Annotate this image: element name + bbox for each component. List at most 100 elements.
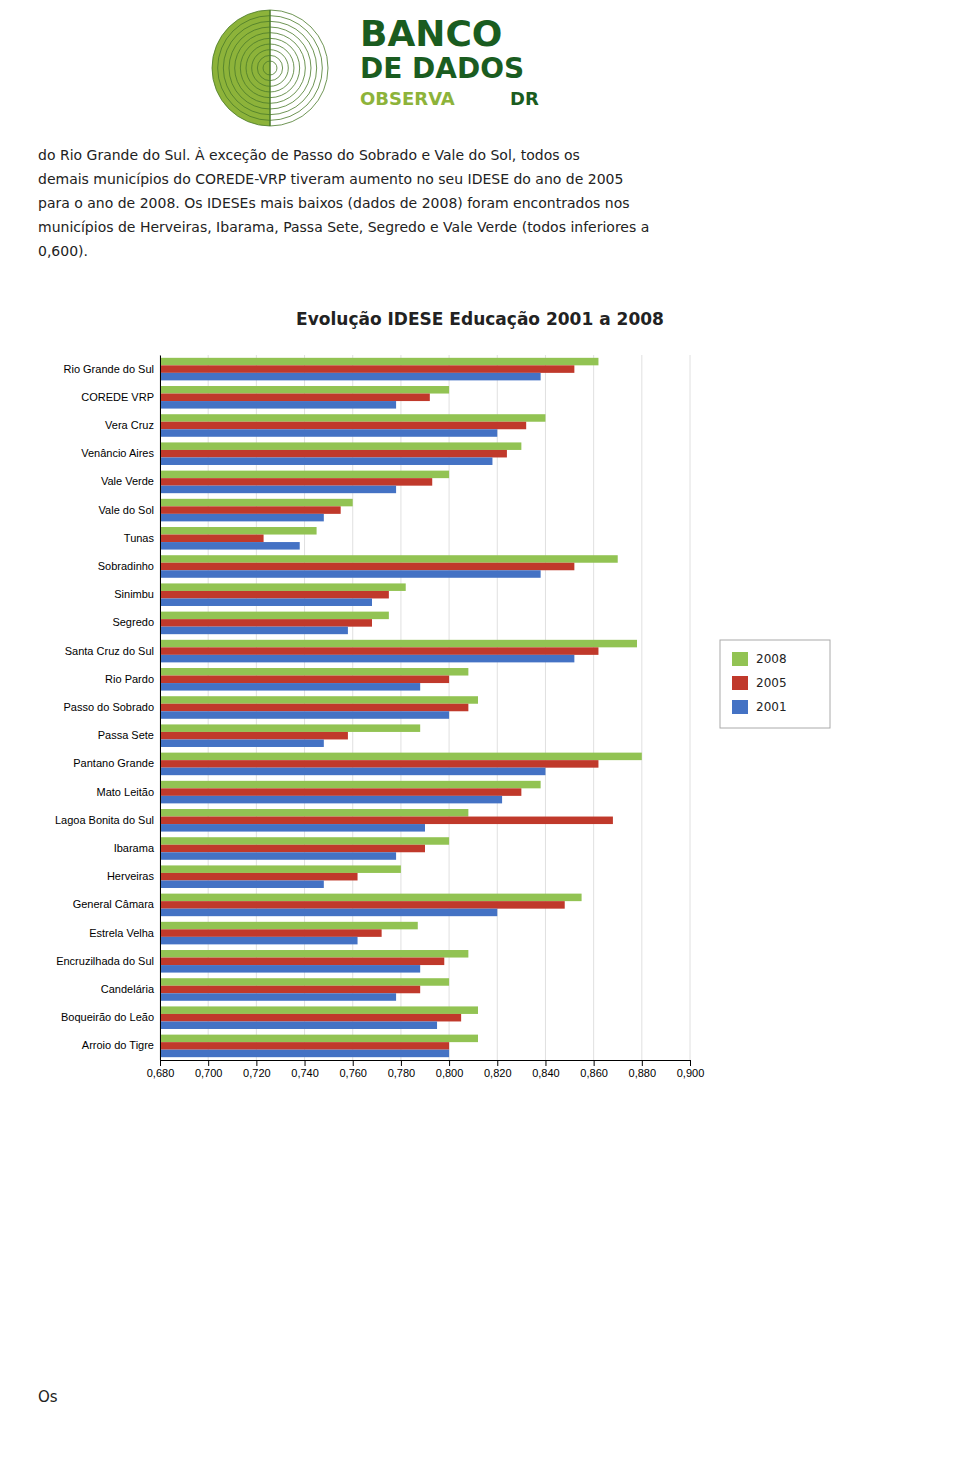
body-line: municípios de Herveiras, Ibarama, Passa … (38, 219, 649, 235)
y-tick: Boqueirão do Leão (61, 1011, 160, 1023)
bar (160, 909, 497, 917)
bar (160, 1021, 437, 1029)
bar (160, 506, 341, 514)
tick-label: Pantano Grande (73, 757, 154, 769)
tick-label: Boqueirão do Leão (61, 1011, 154, 1023)
tick-mark (690, 1060, 691, 1066)
bar (160, 922, 418, 930)
bar (160, 676, 449, 684)
bar (160, 401, 396, 409)
bar (160, 768, 545, 776)
grid-line (593, 355, 594, 1060)
bar (160, 739, 324, 747)
bar (160, 929, 382, 937)
grid-line (497, 355, 498, 1060)
chart: 0,6800,7000,7200,7400,7600,7800,8000,820… (55, 355, 704, 1079)
bar (160, 937, 358, 945)
grid-line (641, 355, 642, 1060)
tick-mark (594, 1060, 595, 1066)
tick-mark (497, 1060, 498, 1066)
tick-label: Lagoa Bonita do Sul (55, 814, 154, 826)
tick-label: Candelária (101, 983, 155, 995)
bar (160, 373, 541, 381)
legend: 200820052001 (720, 640, 830, 728)
y-tick: Vera Cruz (105, 419, 160, 431)
tick-mark (401, 1060, 402, 1066)
bar (160, 422, 526, 430)
tick-label: Vera Cruz (105, 419, 154, 431)
y-tick: Sobradinho (98, 560, 160, 572)
footer-text: Os (38, 1388, 58, 1406)
y-tick: Passo do Sobrado (63, 701, 160, 713)
x-tick: 0,780 (388, 1060, 416, 1079)
x-tick: 0,760 (339, 1060, 367, 1079)
tick-label: Vale do Sol (99, 504, 154, 516)
bar (160, 824, 425, 832)
legend-swatch (732, 700, 748, 714)
tick-label: 0,680 (147, 1067, 175, 1079)
bar (160, 950, 468, 958)
tick-label: 0,840 (532, 1067, 560, 1079)
bar (160, 873, 358, 881)
bar (160, 668, 468, 676)
tick-mark (545, 1060, 546, 1066)
x-tick: 0,860 (580, 1060, 608, 1079)
bar (160, 414, 545, 422)
bar (160, 1042, 449, 1050)
logo: BANCODE DADOSOBSERVADR (212, 10, 539, 126)
bar-series (160, 358, 642, 1042)
tick-label: 0,800 (436, 1067, 464, 1079)
tick-mark (353, 1060, 354, 1066)
axis-line (161, 1061, 691, 1067)
bar (160, 555, 618, 563)
tick-mark (160, 1060, 161, 1066)
body-text: do Rio Grande do Sul. À exceção de Passo… (38, 147, 649, 259)
bar (160, 386, 449, 394)
y-axis: Rio Grande do Sul COREDE VRP Vera Cruz Venâ… (55, 356, 161, 1061)
tick-mark (449, 1060, 450, 1066)
bar (160, 788, 521, 796)
bar (160, 817, 613, 825)
bar (160, 514, 324, 522)
y-tick: COREDE VRP (81, 391, 160, 403)
y-tick: Tunas (124, 532, 160, 544)
legend-swatch (732, 676, 748, 690)
tick-label: Tunas (124, 532, 155, 544)
bar (160, 880, 324, 888)
bar (160, 704, 468, 712)
x-tick: 0,880 (629, 1060, 657, 1079)
bar (160, 471, 449, 479)
bar (160, 570, 541, 578)
bar (160, 535, 264, 543)
y-tick: Rio Pardo (105, 673, 160, 685)
logo-fill (212, 10, 270, 126)
y-tick: Vale do Sol (99, 504, 160, 516)
bar (160, 542, 300, 550)
bar (160, 894, 582, 902)
tick-label: Sinimbu (114, 588, 154, 600)
bar (160, 394, 430, 402)
bar (160, 760, 598, 768)
tick-label: Ibarama (114, 842, 155, 854)
tick-label: Sobradinho (98, 560, 154, 572)
bar (160, 796, 502, 804)
tick-label: 0,900 (677, 1067, 705, 1079)
bar (160, 781, 541, 789)
x-tick: 0,740 (291, 1060, 319, 1079)
bar (160, 958, 444, 966)
bar (160, 732, 348, 740)
bar (160, 429, 497, 437)
bar (160, 753, 642, 761)
bars (160, 358, 642, 1057)
bar (160, 627, 348, 635)
body-line: 0,600). (38, 243, 88, 259)
tick-label: Santa Cruz do Sul (65, 645, 154, 657)
y-tick: Rio Grande do Sul (64, 363, 161, 375)
bar (160, 478, 432, 486)
tick-label: 0,760 (339, 1067, 367, 1079)
bar (160, 647, 598, 655)
bar (160, 499, 353, 507)
legend-label: 2001 (756, 700, 787, 714)
tick-label: Passo do Sobrado (63, 701, 154, 713)
y-tick: Venâncio Aires (81, 447, 160, 459)
